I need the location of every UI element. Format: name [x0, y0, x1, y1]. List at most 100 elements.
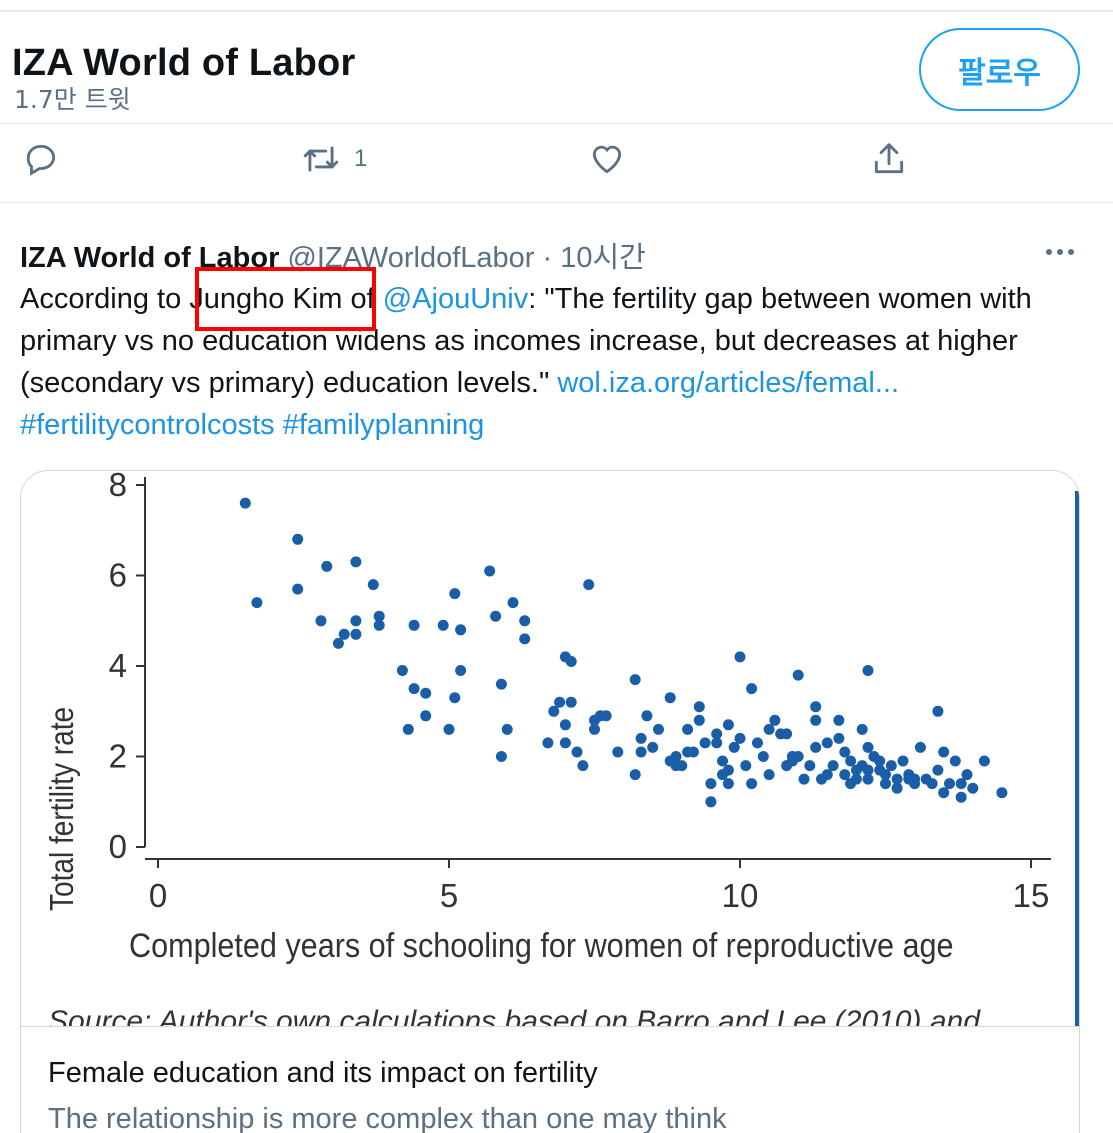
- data-point: [804, 760, 816, 772]
- data-point: [856, 723, 868, 735]
- data-point: [292, 583, 304, 595]
- data-point: [711, 728, 723, 740]
- tweet[interactable]: IZA World of Labor @IZAWorldofLabor · 10…: [0, 204, 1113, 1133]
- data-point: [373, 619, 385, 631]
- data-point: [507, 597, 519, 609]
- data-point: [763, 769, 775, 781]
- data-point: [781, 728, 793, 740]
- data-point: [559, 737, 571, 749]
- data-point: [693, 701, 705, 713]
- data-point: [734, 651, 746, 663]
- data-point: [682, 723, 694, 735]
- data-point: [874, 755, 886, 767]
- data-point: [670, 760, 682, 772]
- data-point: [629, 769, 641, 781]
- follow-button[interactable]: 팔로우: [919, 28, 1080, 111]
- data-point: [839, 769, 851, 781]
- tweet-action-bar: 1: [0, 125, 1113, 203]
- article-link[interactable]: wol.iza.org/articles/femal...: [557, 367, 900, 399]
- tweet-count: 1.7만 트윗: [14, 85, 131, 114]
- data-point: [798, 773, 810, 785]
- data-point: [647, 741, 659, 753]
- data-point: [542, 737, 554, 749]
- data-point: [455, 665, 467, 676]
- link-preview-card[interactable]: 0 2 4 6 8 0 5 10 15 Total fertility rate Comple…: [20, 470, 1080, 1133]
- author-name[interactable]: IZA World of Labor: [20, 242, 280, 274]
- data-point: [687, 746, 699, 758]
- data-point: [833, 714, 845, 726]
- data-point: [932, 764, 944, 776]
- data-point: [850, 773, 862, 785]
- data-point: [559, 719, 571, 731]
- data-point: [722, 764, 734, 776]
- hashtag-link[interactable]: #fertilitycontrolcosts: [20, 409, 275, 441]
- retweet-icon: [303, 146, 339, 172]
- data-point: [455, 624, 467, 636]
- data-point: [670, 751, 682, 762]
- text-part-4: : "The fertility gap between women with …: [20, 283, 1032, 399]
- data-point: [373, 610, 385, 622]
- data-point: [839, 746, 851, 758]
- data-point: [891, 782, 903, 794]
- data-point: [484, 565, 496, 577]
- data-point: [420, 710, 432, 722]
- data-point: [810, 714, 822, 726]
- data-point: [583, 579, 595, 591]
- data-point: [833, 732, 845, 744]
- card-edge-rule: [1075, 491, 1079, 1031]
- data-point: [635, 746, 647, 758]
- data-point: [996, 787, 1008, 799]
- data-point: [653, 723, 664, 735]
- data-point: [565, 656, 577, 667]
- hashtag-link[interactable]: #familyplanning: [282, 409, 485, 441]
- data-point: [519, 615, 531, 627]
- data-point: [862, 764, 874, 776]
- data-point: [612, 746, 624, 758]
- data-point: [728, 741, 740, 753]
- share-button[interactable]: [870, 139, 922, 179]
- data-point: [635, 732, 647, 744]
- y-tick-label: 0: [109, 828, 127, 865]
- data-point: [752, 737, 763, 749]
- data-point: [757, 751, 769, 762]
- data-point: [932, 705, 944, 717]
- data-point: [810, 741, 822, 753]
- data-point: [292, 533, 304, 545]
- x-axis: 0 5 10 15: [145, 858, 1051, 914]
- share-icon: [874, 143, 904, 174]
- data-point: [420, 687, 432, 699]
- data-point: [350, 556, 362, 568]
- data-point: [722, 778, 734, 790]
- data-point: [321, 560, 333, 572]
- data-point: [897, 755, 909, 767]
- data-point: [862, 665, 874, 676]
- data-point: [926, 778, 938, 790]
- data-point: [955, 791, 967, 803]
- data-points: [239, 497, 1008, 808]
- retweet-button[interactable]: 1: [302, 139, 367, 179]
- reply-button[interactable]: [22, 139, 74, 179]
- x-tick-label: 10: [722, 877, 759, 914]
- data-point: [589, 723, 600, 735]
- data-point: [577, 760, 589, 772]
- profile-title: IZA World of Labor: [12, 42, 356, 84]
- data-point: [251, 597, 263, 609]
- data-point: [792, 669, 804, 681]
- like-button[interactable]: [588, 139, 640, 179]
- reply-icon: [26, 144, 56, 176]
- author-handle[interactable]: @IZAWorldofLabor: [287, 242, 535, 274]
- data-point: [554, 696, 566, 708]
- data-point: [821, 737, 833, 749]
- data-point: [821, 769, 833, 781]
- data-point: [746, 683, 758, 695]
- data-point: [437, 619, 449, 631]
- data-point: [880, 769, 891, 781]
- more-options-icon[interactable]: [1040, 234, 1080, 270]
- top-divider: [0, 10, 1113, 12]
- data-point: [315, 615, 327, 627]
- tweet-time[interactable]: 10시간: [560, 242, 646, 274]
- data-point: [880, 778, 891, 790]
- mention-link[interactable]: @AjouUniv: [382, 283, 529, 315]
- data-point: [490, 610, 502, 622]
- data-point: [629, 674, 641, 686]
